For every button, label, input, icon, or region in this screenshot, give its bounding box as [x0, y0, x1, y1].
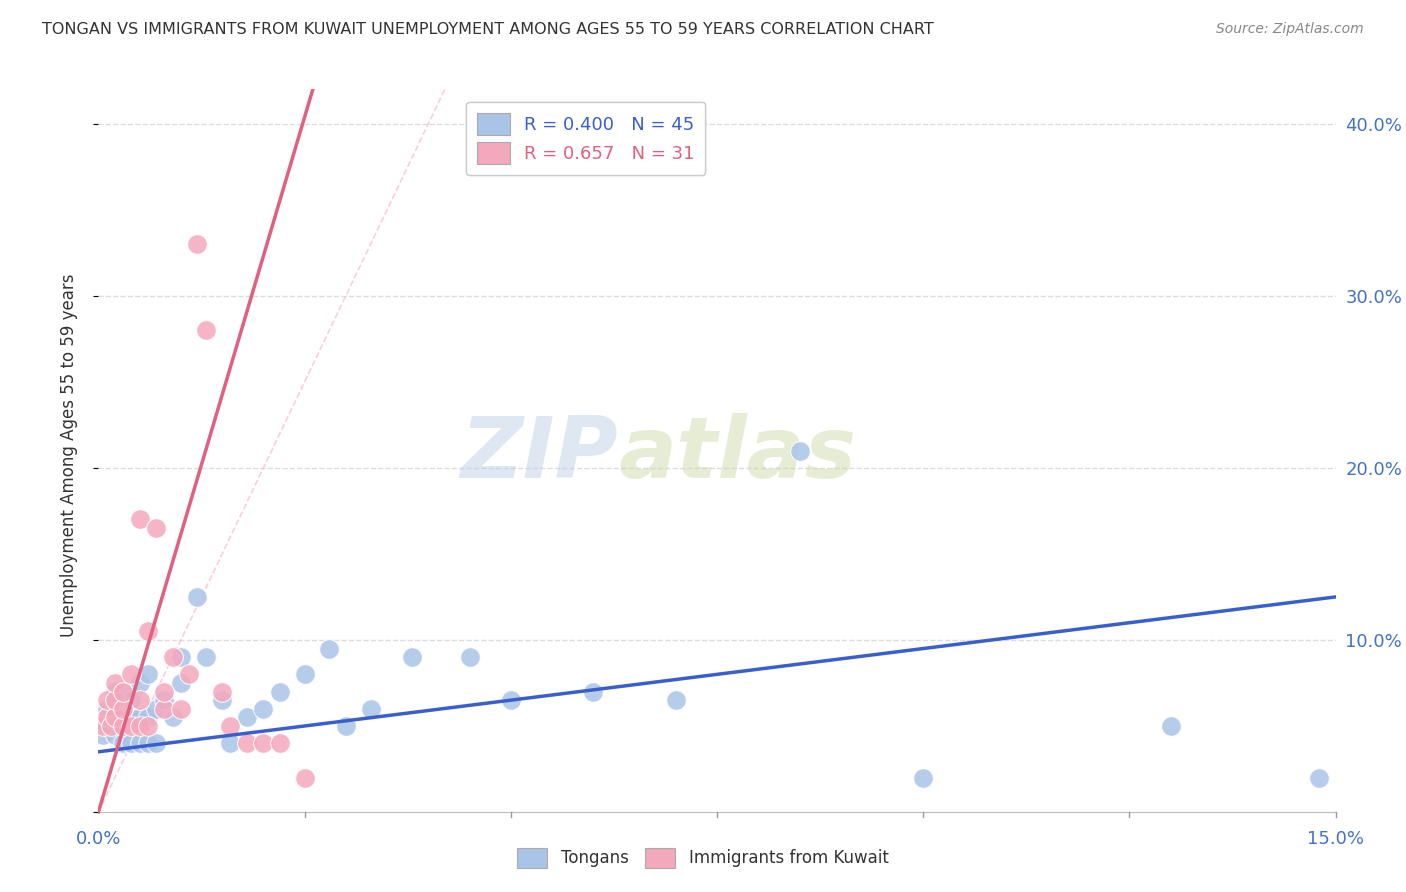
Point — [499, 693, 522, 707]
Point — [136, 667, 159, 681]
Point — [96, 719, 118, 733]
Point — [128, 736, 150, 750]
Text: TONGAN VS IMMIGRANTS FROM KUWAIT UNEMPLOYMENT AMONG AGES 55 TO 59 YEARS CORRELAT: TONGAN VS IMMIGRANTS FROM KUWAIT UNEMPLO… — [42, 22, 934, 37]
Point — [252, 702, 274, 716]
Legend: Tongans, Immigrants from Kuwait: Tongans, Immigrants from Kuwait — [510, 841, 896, 875]
Point — [335, 719, 357, 733]
Point — [170, 676, 193, 690]
Point — [104, 728, 127, 742]
Point — [120, 719, 142, 733]
Point — [294, 771, 316, 785]
Point — [145, 702, 167, 716]
Point — [236, 736, 259, 750]
Point — [112, 684, 135, 698]
Point — [112, 702, 135, 716]
Point — [112, 710, 135, 724]
Point — [401, 650, 423, 665]
Point — [104, 710, 127, 724]
Point — [104, 710, 127, 724]
Point — [120, 736, 142, 750]
Point — [211, 693, 233, 707]
Point — [170, 702, 193, 716]
Point — [153, 702, 176, 716]
Point — [269, 684, 291, 698]
Point — [112, 736, 135, 750]
Y-axis label: Unemployment Among Ages 55 to 59 years: Unemployment Among Ages 55 to 59 years — [59, 273, 77, 637]
Point — [104, 693, 127, 707]
Point — [96, 702, 118, 716]
Point — [194, 650, 217, 665]
Point — [128, 710, 150, 724]
Point — [112, 719, 135, 733]
Point — [236, 710, 259, 724]
Point — [100, 719, 122, 733]
Point — [360, 702, 382, 716]
Text: Source: ZipAtlas.com: Source: ZipAtlas.com — [1216, 22, 1364, 37]
Point — [458, 650, 481, 665]
Point — [112, 684, 135, 698]
Point — [96, 693, 118, 707]
Point — [789, 443, 811, 458]
Point — [136, 710, 159, 724]
Point — [104, 684, 127, 698]
Point — [128, 693, 150, 707]
Point — [136, 736, 159, 750]
Text: atlas: atlas — [619, 413, 856, 497]
Point — [582, 684, 605, 698]
Point — [269, 736, 291, 750]
Point — [145, 521, 167, 535]
Point — [100, 719, 122, 733]
Point — [120, 693, 142, 707]
Point — [252, 736, 274, 750]
Point — [136, 719, 159, 733]
Point — [162, 650, 184, 665]
Point — [219, 736, 242, 750]
Point — [128, 719, 150, 733]
Point — [104, 676, 127, 690]
Point — [128, 676, 150, 690]
Point — [186, 237, 208, 252]
Point — [211, 684, 233, 698]
Point — [665, 693, 688, 707]
Point — [219, 719, 242, 733]
Point — [194, 323, 217, 337]
Point — [91, 728, 114, 742]
Point — [120, 667, 142, 681]
Point — [162, 710, 184, 724]
Legend: R = 0.400   N = 45, R = 0.657   N = 31: R = 0.400 N = 45, R = 0.657 N = 31 — [467, 102, 706, 175]
Point — [318, 641, 340, 656]
Point — [179, 667, 201, 681]
Point — [153, 684, 176, 698]
Point — [136, 624, 159, 639]
Point — [128, 512, 150, 526]
Point — [294, 667, 316, 681]
Point — [145, 736, 167, 750]
Point — [1160, 719, 1182, 733]
Point — [91, 719, 114, 733]
Point — [1308, 771, 1330, 785]
Point — [912, 771, 935, 785]
Point — [96, 710, 118, 724]
Point — [186, 590, 208, 604]
Text: ZIP: ZIP — [460, 413, 619, 497]
Point — [120, 710, 142, 724]
Point — [170, 650, 193, 665]
Point — [153, 693, 176, 707]
